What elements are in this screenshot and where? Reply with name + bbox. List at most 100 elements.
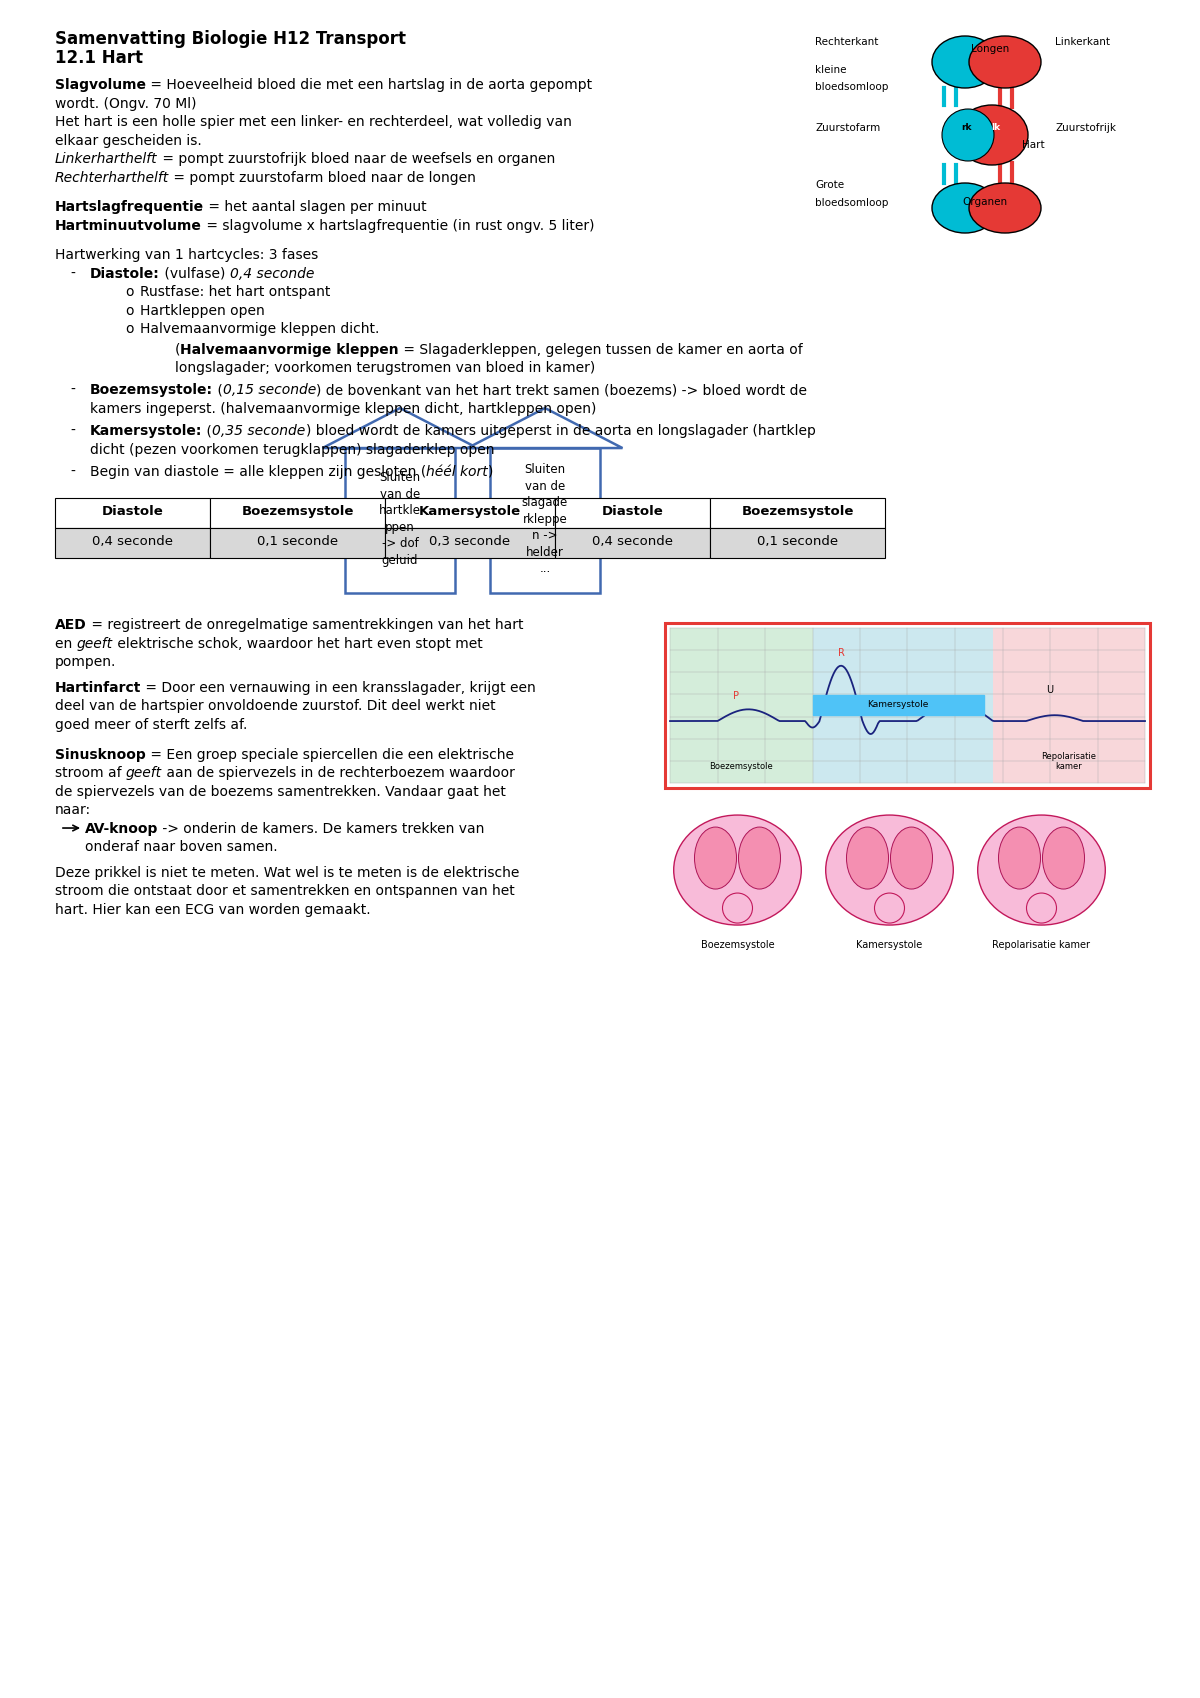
Text: (: ( [175,343,180,357]
Text: AV-knoop: AV-knoop [85,822,158,835]
Text: Boezemsystole: Boezemsystole [701,941,774,951]
Text: 12.1 Hart: 12.1 Hart [55,49,143,66]
Text: stroom die ontstaat door et samentrekken en ontspannen van het: stroom die ontstaat door et samentrekken… [55,885,515,898]
Text: Rechterkant: Rechterkant [815,37,878,48]
Text: 0,4 seconde: 0,4 seconde [592,535,673,547]
Text: Diastole: Diastole [102,504,163,518]
Text: o: o [125,304,133,318]
Bar [554,498,710,528]
Text: Hartslagfrequentie: Hartslagfrequentie [55,200,204,214]
Text: = het aantal slagen per minuut: = het aantal slagen per minuut [204,200,427,214]
Text: = pompt zuurstofarm bloed naar de longen: = pompt zuurstofarm bloed naar de longen [169,170,476,185]
Text: Rustfase: het hart ontspant: Rustfase: het hart ontspant [140,285,330,299]
Text: Hart: Hart [1022,139,1045,149]
Text: 0,1 seconde: 0,1 seconde [257,535,338,547]
Bar [710,528,886,559]
Text: Repolarisatie kamer: Repolarisatie kamer [992,941,1091,951]
Text: aan de spiervezels in de rechterboezem waardoor: aan de spiervezels in de rechterboezem w… [162,766,515,779]
Text: Boezemsystole: Boezemsystole [742,504,853,518]
Text: = Een groep speciale spiercellen die een elektrische: = Een groep speciale spiercellen die een… [145,747,514,761]
Bar [810,20,1180,250]
Text: (: ( [203,424,212,438]
Text: (vulfase): (vulfase) [160,267,229,280]
Text: kleine: kleine [815,65,846,75]
Ellipse shape [942,109,994,161]
Text: goed meer of sterft zelfs af.: goed meer of sterft zelfs af. [55,718,247,732]
Text: P: P [733,691,739,701]
Bar [490,448,600,593]
Ellipse shape [970,183,1042,233]
Text: 0,1 seconde: 0,1 seconde [757,535,838,547]
Ellipse shape [956,105,1028,165]
Text: -: - [70,465,74,479]
Ellipse shape [738,827,780,890]
Text: Longen: Longen [971,44,1009,54]
Text: stroom af: stroom af [55,766,126,779]
Text: Boezemsystole: Boezemsystole [241,504,354,518]
Text: wordt. (Ongv. 70 Ml): wordt. (Ongv. 70 Ml) [55,97,197,110]
Bar [994,628,1145,783]
Text: bloedsomloop: bloedsomloop [815,82,888,92]
Text: Zuurstofrijk: Zuurstofrijk [1055,122,1116,132]
Text: Samenvatting Biologie H12 Transport: Samenvatting Biologie H12 Transport [55,31,406,48]
Text: Boezemsystole:: Boezemsystole: [90,384,214,397]
Ellipse shape [673,815,802,925]
Text: Rechterharthelft: Rechterharthelft [55,170,169,185]
Ellipse shape [1026,893,1056,924]
Bar [554,528,710,559]
Text: geeft: geeft [126,766,162,779]
Bar [55,498,210,528]
Text: Begin van diastole = alle kleppen zijn gesloten (: Begin van diastole = alle kleppen zijn g… [90,465,426,479]
Text: onderaf naar boven samen.: onderaf naar boven samen. [85,841,277,854]
Ellipse shape [890,827,932,890]
Bar [812,694,984,715]
Text: deel van de hartspier onvoldoende zuurstof. Dit deel werkt niet: deel van de hartspier onvoldoende zuurst… [55,700,496,713]
Ellipse shape [932,183,998,233]
Bar [670,628,812,783]
Text: = registreert de onregelmatige samentrekkingen van het hart: = registreert de onregelmatige samentrek… [86,618,523,632]
Bar [385,498,554,528]
Text: dicht (pezen voorkomen terugklappen) slagaderklep open: dicht (pezen voorkomen terugklappen) sla… [90,443,494,457]
Text: Deze prikkel is niet te meten. Wat wel is te meten is de elektrische: Deze prikkel is niet te meten. Wat wel i… [55,866,520,880]
Text: Organen: Organen [962,197,1008,207]
Text: (: ( [214,384,223,397]
Bar [210,528,385,559]
Text: bloedsomloop: bloedsomloop [815,199,888,207]
Ellipse shape [998,827,1040,890]
Ellipse shape [722,893,752,924]
Text: = slagvolume x hartslagfrequentie (in rust ongv. 5 liter): = slagvolume x hartslagfrequentie (in ru… [202,219,594,233]
Text: -> onderin de kamers. De kamers trekken van: -> onderin de kamers. De kamers trekken … [158,822,485,835]
Text: hart. Hier kan een ECG van worden gemaakt.: hart. Hier kan een ECG van worden gemaak… [55,903,371,917]
Text: 0,15 seconde: 0,15 seconde [223,384,316,397]
Ellipse shape [695,827,737,890]
Text: = Hoeveelheid bloed die met een hartslag in de aorta gepompt: = Hoeveelheid bloed die met een hartslag… [146,78,592,92]
Text: ) bloed wordt de kamers uitgeperst in de aorta en longslagader (hartklep: ) bloed wordt de kamers uitgeperst in de… [306,424,815,438]
Text: Kamersystole: Kamersystole [868,700,929,710]
Text: Kamersystole: Kamersystole [857,941,923,951]
Text: -: - [70,424,74,438]
Text: naar:: naar: [55,803,91,817]
Text: pompen.: pompen. [55,655,116,669]
Text: = pompt zuurstofrijk bloed naar de weefsels en organen: = pompt zuurstofrijk bloed naar de weefs… [157,153,554,166]
Text: Linkerharthelft: Linkerharthelft [55,153,157,166]
Text: U: U [1046,684,1054,694]
Text: Kamersystole:: Kamersystole: [90,424,203,438]
Text: héél kort: héél kort [426,465,488,479]
Text: 0,3 seconde: 0,3 seconde [430,535,510,547]
Text: Halvemaanvormige kleppen: Halvemaanvormige kleppen [180,343,400,357]
Text: -: - [70,267,74,280]
Ellipse shape [1043,827,1085,890]
Text: = Slagaderkleppen, gelegen tussen de kamer en aorta of: = Slagaderkleppen, gelegen tussen de kam… [400,343,803,357]
Text: ): ) [488,465,493,479]
Text: -: - [70,384,74,397]
Text: rk: rk [961,122,971,131]
Text: Hartkleppen open: Hartkleppen open [140,304,265,318]
Text: 0,4 seconde: 0,4 seconde [92,535,173,547]
Text: R: R [838,647,845,657]
Text: o: o [125,323,133,336]
Text: o: o [125,285,133,299]
Polygon shape [323,408,478,448]
Text: lk: lk [991,122,1001,131]
Bar [710,498,886,528]
Text: longslagader; voorkomen terugstromen van bloed in kamer): longslagader; voorkomen terugstromen van… [175,362,595,375]
